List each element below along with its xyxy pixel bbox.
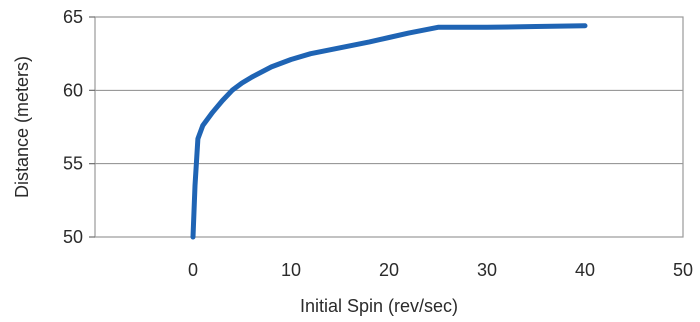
axis-ticks: 50 55 60 65 0 10 20 30 40 50 bbox=[63, 7, 693, 280]
y-axis-title: Distance (meters) bbox=[12, 56, 32, 198]
x-tick-label: 30 bbox=[477, 260, 497, 280]
y-tick-label: 50 bbox=[63, 227, 83, 247]
x-tick-label: 20 bbox=[379, 260, 399, 280]
series-line bbox=[190, 23, 588, 240]
series-layer bbox=[190, 23, 588, 240]
x-tick-label: 0 bbox=[188, 260, 198, 280]
x-tick-label: 40 bbox=[575, 260, 595, 280]
x-tick-label: 10 bbox=[281, 260, 301, 280]
x-tick-label: 50 bbox=[673, 260, 693, 280]
plot-area-frame bbox=[94, 16, 684, 238]
y-tick-label: 60 bbox=[63, 80, 83, 100]
x-axis-title: Initial Spin (rev/sec) bbox=[300, 296, 458, 316]
y-tick-label: 55 bbox=[63, 154, 83, 174]
grid-lines bbox=[95, 89, 683, 165]
y-tick-label: 65 bbox=[63, 7, 83, 27]
